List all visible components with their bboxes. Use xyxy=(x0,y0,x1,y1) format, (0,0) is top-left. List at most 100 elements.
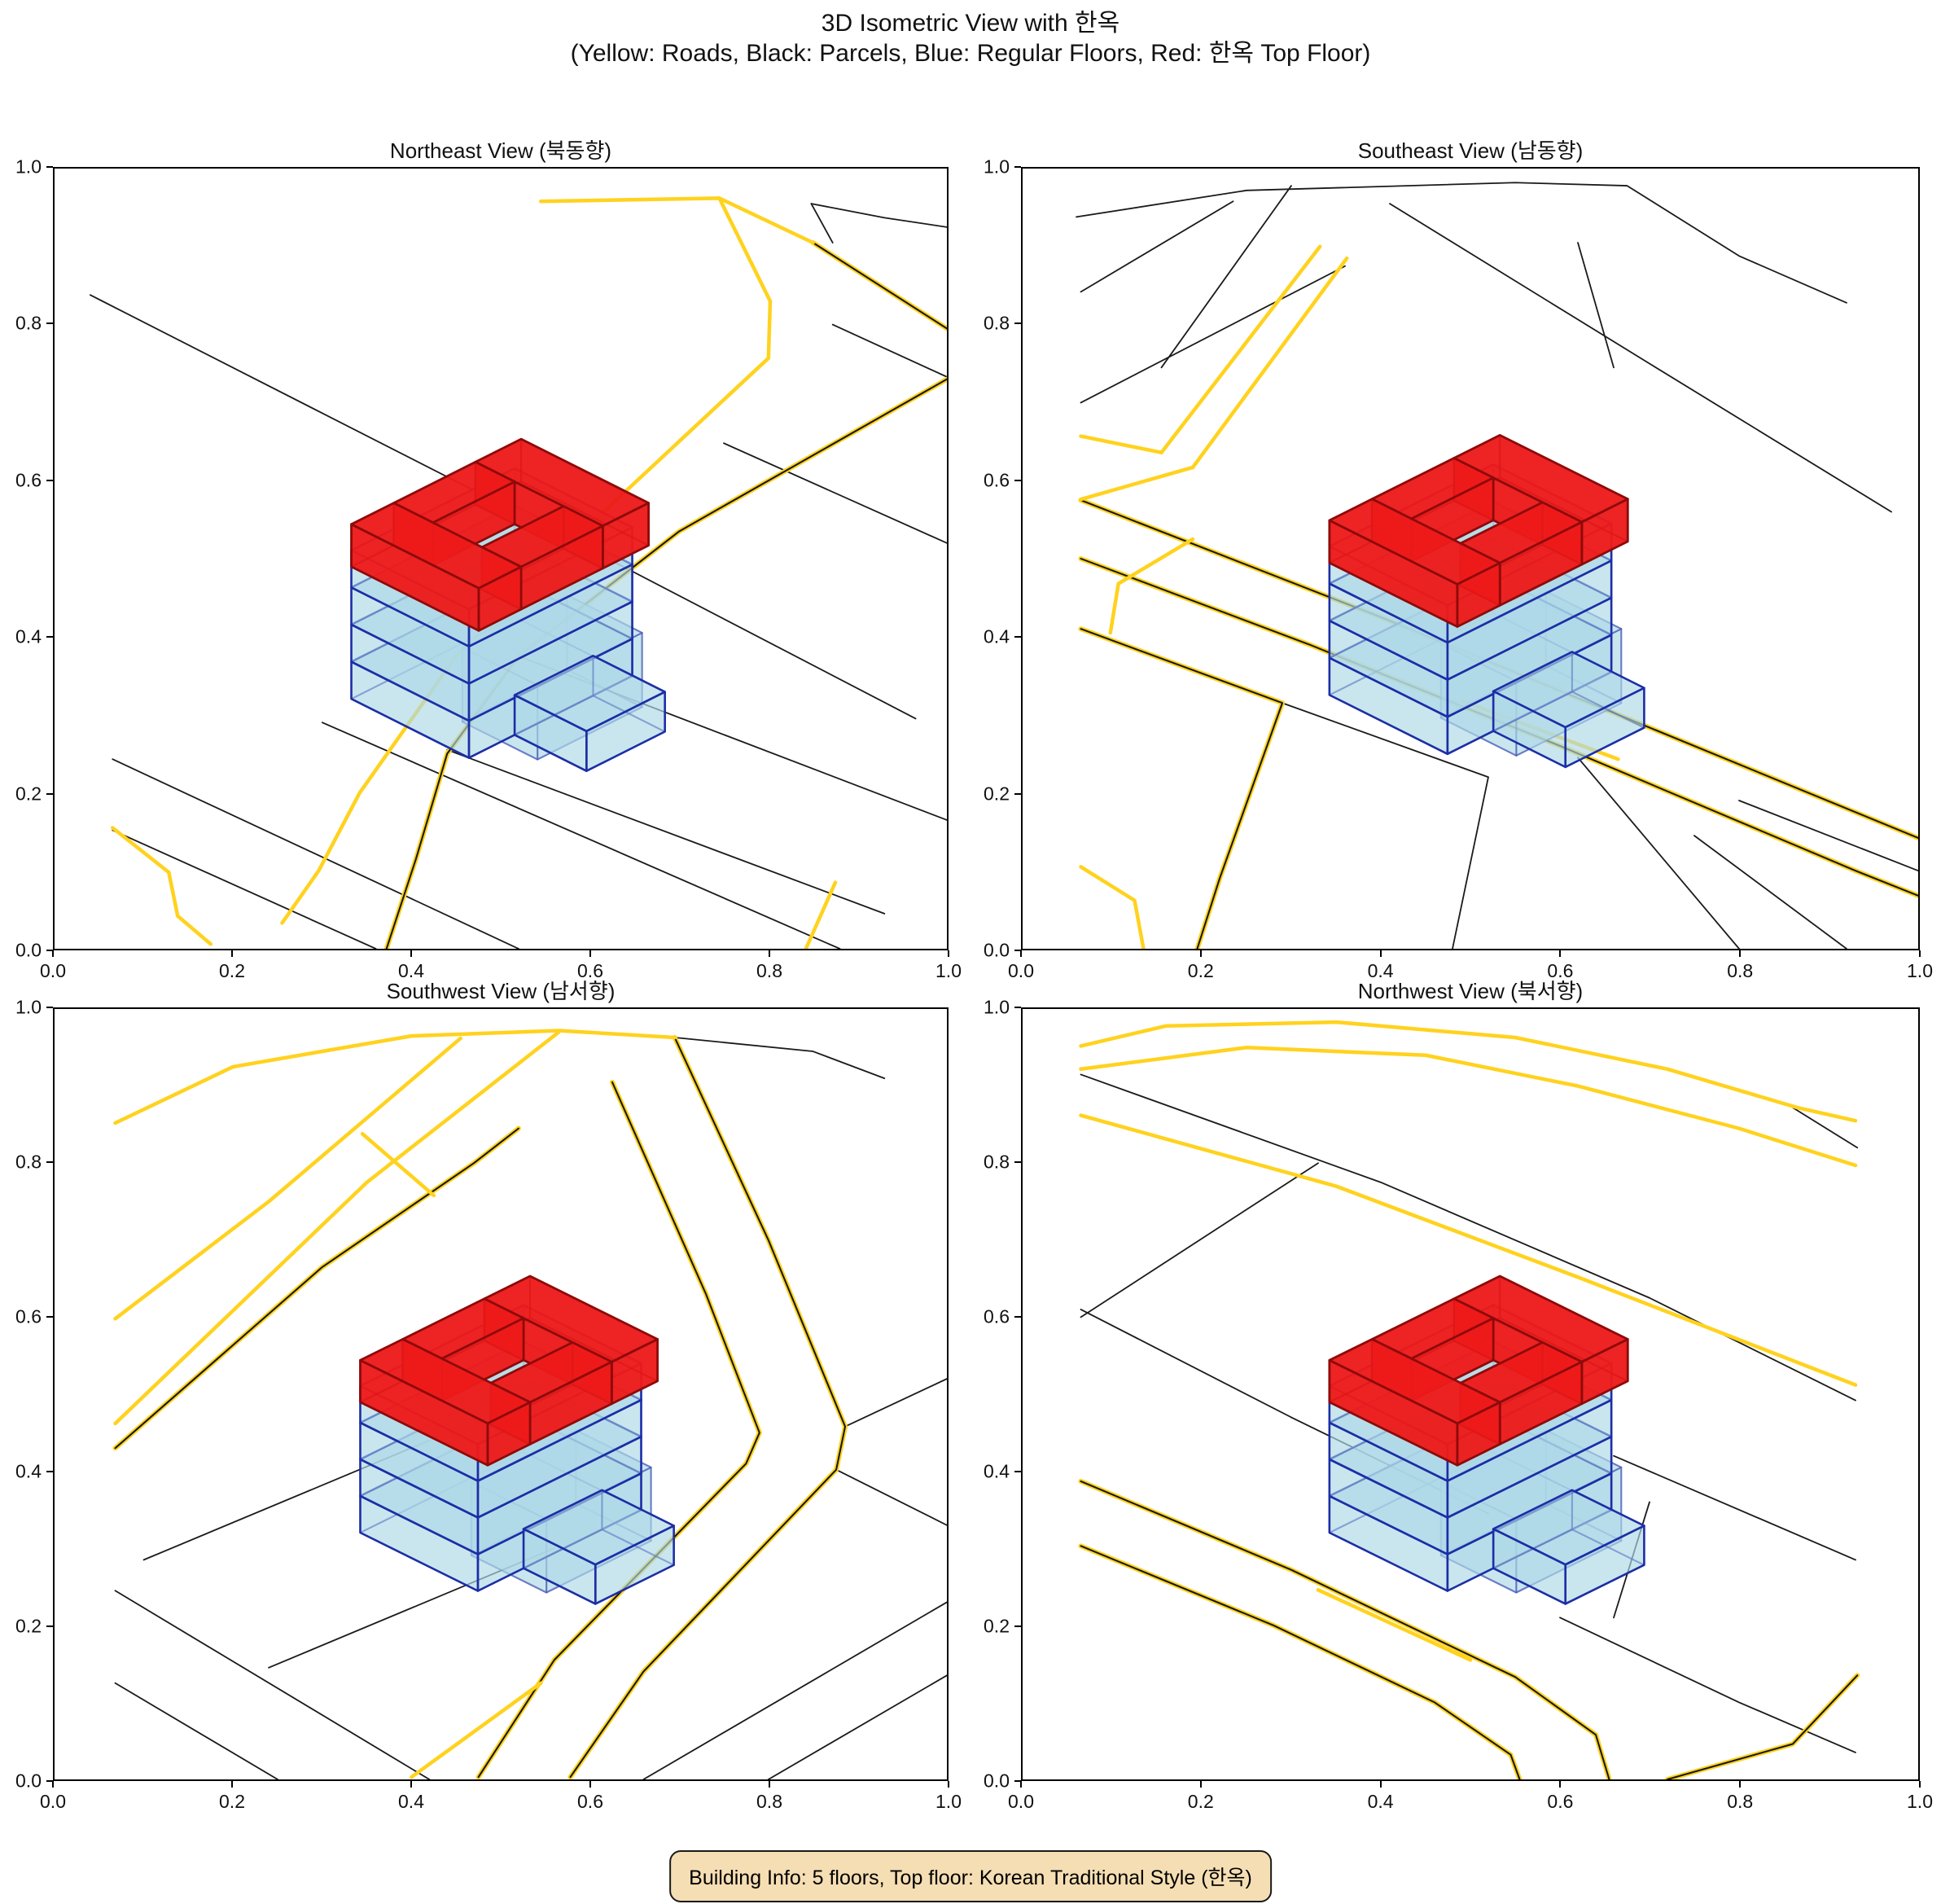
y-tick-label: 0.0 xyxy=(984,939,1010,961)
y-tick-mark xyxy=(46,950,53,951)
y-tick-mark xyxy=(1014,1161,1021,1163)
building-group xyxy=(1330,1276,1645,1603)
y-tick-label: 0.4 xyxy=(984,1460,1010,1482)
y-tick-mark xyxy=(46,792,53,795)
y-tick-label: 0.0 xyxy=(984,1770,1010,1792)
y-tick-mark xyxy=(1014,322,1021,325)
map-svg-northeast xyxy=(55,169,947,949)
x-tick-mark xyxy=(948,950,949,957)
building-info-badge: Building Info: 5 floors, Top floor: Kore… xyxy=(669,1850,1272,1902)
subplot-title-northeast: Northeast View (북동향) xyxy=(389,138,612,163)
x-tick-mark xyxy=(1559,950,1562,957)
x-tick-label: 1.0 xyxy=(1907,960,1933,981)
y-tick-label: 0.6 xyxy=(984,1305,1010,1327)
x-tick-label: 1.0 xyxy=(935,1791,962,1812)
y-tick-mark xyxy=(46,1625,53,1627)
x-tick-mark xyxy=(589,1781,591,1788)
y-tick-label: 0.4 xyxy=(984,625,1010,647)
figure-title-block: 3D Isometric View with 한옥 (Yellow: Roads… xyxy=(0,8,1941,68)
x-tick-label: 0.8 xyxy=(1727,1791,1754,1812)
road-edge-lines xyxy=(1081,500,1919,949)
x-tick-label: 0.0 xyxy=(1008,1791,1034,1812)
y-tick-mark xyxy=(46,166,53,168)
x-tick-label: 0.4 xyxy=(1367,1791,1394,1812)
x-tick-mark xyxy=(231,950,233,957)
x-tick-label: 0.4 xyxy=(398,1791,424,1812)
y-tick-label: 0.8 xyxy=(984,312,1010,334)
x-tick-mark xyxy=(948,1781,949,1788)
figure-title: 3D Isometric View with 한옥 xyxy=(821,10,1120,37)
y-tick-mark xyxy=(46,1007,53,1008)
x-tick-mark xyxy=(410,950,412,957)
x-tick-mark xyxy=(1559,1781,1562,1788)
y-tick-mark xyxy=(46,1316,53,1318)
y-tick-mark xyxy=(1014,1471,1021,1472)
y-tick-mark xyxy=(46,479,53,481)
y-tick-mark xyxy=(1014,1625,1021,1627)
y-tick-label: 1.0 xyxy=(15,996,42,1018)
plot-area-southwest xyxy=(53,1007,949,1781)
x-tick-mark xyxy=(1739,1781,1742,1788)
road-lines xyxy=(116,1030,675,1777)
figure-subtitle: (Yellow: Roads, Black: Parcels, Blue: Re… xyxy=(570,40,1371,67)
y-tick-mark xyxy=(1014,479,1021,481)
x-tick-mark xyxy=(769,1781,770,1788)
y-tick-label: 0.4 xyxy=(15,625,42,647)
building-group xyxy=(360,1276,673,1603)
y-tick-label: 0.8 xyxy=(15,312,42,334)
map-svg-northwest xyxy=(1023,1009,1918,1779)
subplot-title-northwest: Northwest View (북서향) xyxy=(1357,979,1584,1003)
y-tick-mark xyxy=(1014,1780,1021,1782)
x-tick-mark xyxy=(1919,950,1921,957)
x-tick-mark xyxy=(1379,1781,1382,1788)
parcel-lines xyxy=(90,204,947,949)
subplot-title-southeast: Southeast View (남동향) xyxy=(1357,138,1584,163)
x-tick-mark xyxy=(1379,950,1382,957)
y-tick-mark xyxy=(46,322,53,325)
road-edge-lines xyxy=(116,1038,846,1777)
y-tick-label: 0.8 xyxy=(15,1151,42,1173)
x-tick-label: 0.6 xyxy=(577,1791,603,1812)
x-tick-label: 1.0 xyxy=(935,960,962,981)
x-tick-label: 0.6 xyxy=(1547,960,1574,981)
y-tick-mark xyxy=(46,1471,53,1472)
y-tick-label: 1.0 xyxy=(984,996,1010,1018)
y-tick-label: 0.2 xyxy=(984,1615,1010,1637)
parcel-lines xyxy=(116,1038,947,1779)
y-tick-mark xyxy=(46,1780,53,1782)
y-tick-label: 0.0 xyxy=(15,939,42,961)
y-tick-mark xyxy=(46,1161,53,1163)
plot-area-southeast xyxy=(1021,167,1920,950)
x-tick-label: 0.4 xyxy=(1367,960,1394,981)
x-tick-mark xyxy=(1020,950,1022,957)
building-group xyxy=(352,439,665,771)
y-tick-label: 0.6 xyxy=(15,1305,42,1327)
y-tick-label: 1.0 xyxy=(15,156,42,178)
plot-area-northwest xyxy=(1021,1007,1920,1781)
road-lines xyxy=(1081,1022,1856,1660)
x-tick-label: 0.0 xyxy=(40,1791,66,1812)
x-tick-label: 1.0 xyxy=(1907,1791,1933,1812)
y-tick-mark xyxy=(46,636,53,638)
y-tick-label: 0.0 xyxy=(15,1770,42,1792)
building-group xyxy=(1330,435,1645,767)
parcel-lines xyxy=(1081,1074,1858,1752)
y-tick-mark xyxy=(1014,1316,1021,1318)
y-tick-label: 0.2 xyxy=(984,783,1010,805)
x-tick-label: 0.2 xyxy=(219,960,245,981)
x-tick-mark xyxy=(1199,1781,1202,1788)
y-tick-label: 1.0 xyxy=(984,156,1010,178)
x-tick-label: 0.8 xyxy=(1727,960,1754,981)
y-tick-label: 0.2 xyxy=(15,783,42,805)
y-tick-mark xyxy=(1014,1007,1021,1008)
x-tick-label: 0.0 xyxy=(1008,960,1034,981)
x-tick-mark xyxy=(1739,950,1742,957)
y-tick-mark xyxy=(1014,166,1021,168)
x-tick-label: 0.8 xyxy=(756,1791,782,1812)
x-tick-label: 0.8 xyxy=(756,960,782,981)
y-tick-label: 0.4 xyxy=(15,1460,42,1482)
x-tick-label: 0.2 xyxy=(219,1791,245,1812)
x-tick-label: 0.6 xyxy=(577,960,603,981)
x-tick-mark xyxy=(1199,950,1202,957)
